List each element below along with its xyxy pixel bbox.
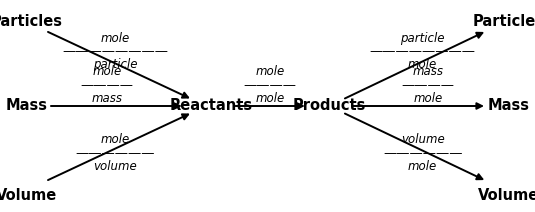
Text: mole: mole — [93, 66, 121, 78]
Text: Volume: Volume — [478, 188, 535, 202]
Text: Products: Products — [292, 99, 366, 113]
Text: mole: mole — [256, 92, 285, 105]
Text: Particles: Particles — [472, 14, 535, 29]
Text: mole: mole — [101, 32, 129, 45]
Text: ————————: ———————— — [62, 45, 168, 58]
Text: Mass: Mass — [487, 99, 529, 113]
Text: Particles: Particles — [0, 14, 63, 29]
Text: mole: mole — [408, 58, 437, 71]
Text: mole: mole — [256, 66, 285, 78]
Text: volume: volume — [93, 160, 137, 173]
Text: ————: ———— — [243, 79, 297, 92]
Text: mass: mass — [91, 92, 123, 105]
Text: Volume: Volume — [0, 188, 57, 202]
Text: mass: mass — [412, 66, 444, 78]
Text: ————————: ———————— — [370, 45, 476, 58]
Text: ————: ———— — [80, 79, 134, 92]
Text: ——————: —————— — [383, 147, 462, 160]
Text: ————: ———— — [401, 79, 455, 92]
Text: Mass: Mass — [6, 99, 48, 113]
Text: particle: particle — [400, 32, 445, 45]
Text: ——————: —————— — [75, 147, 155, 160]
Text: mole: mole — [408, 160, 437, 173]
Text: particle: particle — [93, 58, 137, 71]
Text: Reactants: Reactants — [170, 99, 253, 113]
Text: mole: mole — [101, 133, 129, 146]
Text: mole: mole — [414, 92, 442, 105]
Text: volume: volume — [401, 133, 445, 146]
